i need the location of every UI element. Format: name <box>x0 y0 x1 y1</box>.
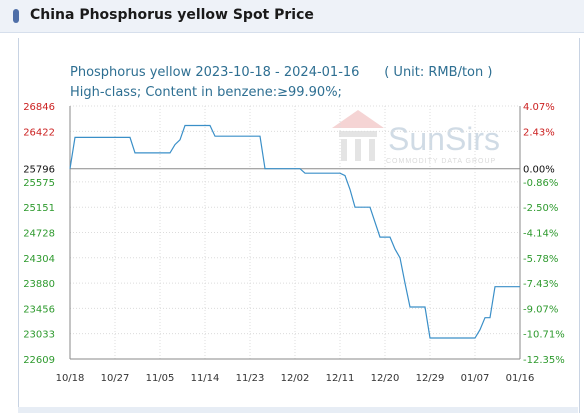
y-tick-label-right: -9.07% <box>523 304 558 315</box>
chart-panel <box>18 38 580 413</box>
y-tick-label-right: 4.07% <box>523 102 555 113</box>
title-bar: China Phosphorus yellow Spot Price <box>0 0 584 33</box>
y-tick-label-left: 23456 <box>23 304 55 315</box>
y-tick-label-right: -0.86% <box>523 178 558 189</box>
y-tick-label-left: 23033 <box>23 330 55 341</box>
watermark-pillar-icon <box>341 139 347 161</box>
y-tick-label-right: -2.50% <box>523 203 558 214</box>
x-tick-label: 12/29 <box>416 373 445 384</box>
watermark-pillar-icon <box>369 139 375 161</box>
y-tick-label-left: 22609 <box>23 355 55 366</box>
x-tick-label: 12/11 <box>326 373 355 384</box>
y-tick-label-left: 25151 <box>23 203 55 214</box>
x-tick-label: 11/05 <box>146 373 175 384</box>
bottom-strip <box>18 407 578 413</box>
x-tick-label: 01/07 <box>461 373 490 384</box>
x-tick-label: 12/02 <box>281 373 310 384</box>
title-marker-icon <box>13 9 19 23</box>
chart-subtitle: High-class; Content in benzene:≥99.90%; <box>70 85 342 100</box>
y-tick-label-left: 26846 <box>23 102 55 113</box>
y-tick-label-left: 24304 <box>23 254 55 265</box>
y-tick-label-right: -10.71% <box>523 330 565 341</box>
x-tick-label: 10/27 <box>101 373 130 384</box>
y-tick-label-left: 23880 <box>23 279 55 290</box>
series-line <box>69 124 520 339</box>
x-tick-label: 12/20 <box>371 373 400 384</box>
x-tick-label: 01/16 <box>506 373 535 384</box>
y-tick-label-left: 24728 <box>23 228 55 239</box>
y-tick-label-right: -12.35% <box>523 355 565 366</box>
y-tick-label-left: 25796 <box>23 165 55 176</box>
y-tick-label-left: 26422 <box>23 127 55 138</box>
y-tick-label-left: 25575 <box>23 178 55 189</box>
y-tick-label-right: -4.14% <box>523 228 558 239</box>
x-tick-label: 10/18 <box>56 373 85 384</box>
watermark-roof-icon <box>332 110 384 128</box>
y-tick-label-right: 2.43% <box>523 127 555 138</box>
chart-title: Phosphorus yellow 2023-10-18 - 2024-01-1… <box>70 65 493 80</box>
x-tick-label: 11/14 <box>191 373 220 384</box>
page-title: China Phosphorus yellow Spot Price <box>30 7 314 23</box>
y-tick-label-right: -7.43% <box>523 279 558 290</box>
watermark-pillar-icon <box>355 139 361 161</box>
x-tick-label: 11/23 <box>236 373 265 384</box>
y-tick-label-right: 0.00% <box>523 165 555 176</box>
watermark-tagline: COMMODITY DATA GROUP <box>386 158 496 165</box>
y-tick-label-right: -5.78% <box>523 254 558 265</box>
watermark-brand: SunSirs <box>388 121 500 157</box>
watermark-beam-icon <box>339 131 377 137</box>
